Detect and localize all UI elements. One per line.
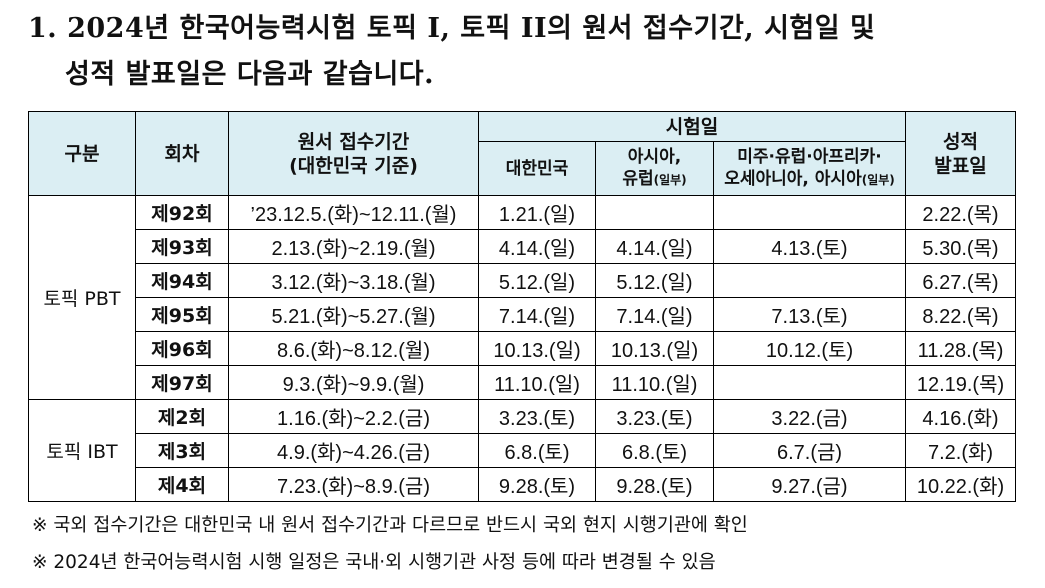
round-cell: 제92회	[135, 195, 229, 230]
exam-americas-cell: 10.12.(토)	[713, 331, 906, 366]
header-exam-day: 시험일	[478, 111, 906, 142]
exam-asia-europe-cell: 10.13.(일)	[595, 331, 714, 366]
table-header: 구분 회차 원서 접수기간 (대한민국 기준) 시험일 성적 발표일 대한민국 …	[28, 111, 1016, 196]
header-result-line-1: 성적	[943, 130, 978, 153]
header-application-line-1: 원서 접수기간	[297, 130, 410, 153]
header-result-date: 성적 발표일	[905, 111, 1016, 196]
exam-americas-cell	[713, 195, 906, 230]
exam-asia-europe-cell: 9.28.(토)	[595, 467, 714, 502]
exam-korea-cell: 11.10.(일)	[478, 365, 596, 400]
result-date-cell: 11.28.(목)	[905, 331, 1016, 366]
round-cell: 제2회	[135, 399, 229, 434]
header-americas-line-1: 미주·유럽·아프리카·	[737, 147, 882, 167]
exam-americas-cell	[713, 263, 906, 298]
exam-asia-europe-cell: 3.23.(토)	[595, 399, 714, 434]
group-label: 토픽 PBT	[28, 195, 136, 400]
table-row: 제97회 9.3.(화)~9.9.(월) 11.10.(일) 11.10.(일) 12.…	[29, 365, 1016, 400]
exam-asia-europe-cell: 6.8.(토)	[595, 433, 714, 468]
table-row: 제93회 2.13.(화)~2.19.(월) 4.14.(일) 4.14.(일) 4.1…	[29, 229, 1016, 264]
exam-asia-europe-cell: 5.12.(일)	[595, 263, 714, 298]
application-period-cell: 7.23.(화)~8.9.(금)	[228, 467, 479, 502]
header-asia-europe-line-1: 아시아,	[627, 147, 682, 167]
application-period-cell: 5.21.(화)~5.27.(월)	[228, 297, 479, 332]
application-period-cell: 9.3.(화)~9.9.(월)	[228, 365, 479, 400]
header-asia-europe: 아시아, 유럽(일부)	[595, 141, 714, 196]
result-date-cell: 6.27.(목)	[905, 263, 1016, 298]
exam-americas-cell: 3.22.(금)	[713, 399, 906, 434]
exam-asia-europe-cell	[595, 195, 714, 230]
round-cell: 제3회	[135, 433, 229, 468]
exam-americas-cell: 4.13.(토)	[713, 229, 906, 264]
schedule-table: 구분 회차 원서 접수기간 (대한민국 기준) 시험일 성적 발표일 대한민국 …	[28, 111, 1016, 502]
table-row: 제96회 8.6.(화)~8.12.(월) 10.13.(일) 10.13.(일) 10…	[29, 331, 1016, 366]
result-date-cell: 12.19.(목)	[905, 365, 1016, 400]
header-application-period: 원서 접수기간 (대한민국 기준)	[228, 111, 479, 196]
exam-korea-cell: 3.23.(토)	[478, 399, 596, 434]
exam-americas-cell: 6.7.(금)	[713, 433, 906, 468]
heading-line-1: 1. 2024년 한국어능력시험 토픽 I, 토픽 II의 원서 접수기간, 시…	[28, 13, 876, 44]
result-date-cell: 7.2.(화)	[905, 433, 1016, 468]
notes: ※ 국외 접수기간은 대한민국 내 원서 접수기간과 다르므로 반드시 국외 현…	[32, 507, 1032, 581]
group-label: 토픽 IBT	[28, 399, 136, 502]
header-korea: 대한민국	[478, 141, 596, 196]
result-date-cell: 8.22.(목)	[905, 297, 1016, 332]
result-date-cell: 10.22.(화)	[905, 467, 1016, 502]
exam-americas-cell	[713, 365, 906, 400]
table-row: 제4회 7.23.(화)~8.9.(금) 9.28.(토) 9.28.(토) 9.27.…	[29, 467, 1016, 502]
exam-asia-europe-cell: 11.10.(일)	[595, 365, 714, 400]
exam-korea-cell: 10.13.(일)	[478, 331, 596, 366]
application-period-cell: 3.12.(화)~3.18.(월)	[228, 263, 479, 298]
exam-korea-cell: 7.14.(일)	[478, 297, 596, 332]
table-row: 제94회 3.12.(화)~3.18.(월) 5.12.(일) 5.12.(일) 6.2…	[29, 263, 1016, 298]
header-category: 구분	[28, 111, 136, 196]
result-date-cell: 2.22.(목)	[905, 195, 1016, 230]
heading-line-2: 성적 발표일은 다음과 같습니다.	[65, 59, 435, 90]
exam-korea-cell: 1.21.(일)	[478, 195, 596, 230]
exam-asia-europe-cell: 4.14.(일)	[595, 229, 714, 264]
header-americas-line-2: 오세아니아, 아시아(일부)	[724, 169, 895, 189]
application-period-cell: 8.6.(화)~8.12.(월)	[228, 331, 479, 366]
exam-korea-cell: 9.28.(토)	[478, 467, 596, 502]
application-period-cell: ’23.12.5.(화)~12.11.(월)	[228, 195, 479, 230]
page-heading: 1. 2024년 한국어능력시험 토픽 I, 토픽 II의 원서 접수기간, 시…	[28, 6, 1028, 98]
table-body: 토픽 PBT 제92회 ’23.12.5.(화)~12.11.(월) 1.21.(일)…	[28, 195, 1016, 502]
round-cell: 제94회	[135, 263, 229, 298]
result-date-cell: 5.30.(목)	[905, 229, 1016, 264]
exam-americas-cell: 7.13.(토)	[713, 297, 906, 332]
header-americas: 미주·유럽·아프리카· 오세아니아, 아시아(일부)	[713, 141, 906, 196]
note-1: ※ 국외 접수기간은 대한민국 내 원서 접수기간과 다르므로 반드시 국외 현…	[32, 515, 748, 536]
exam-korea-cell: 4.14.(일)	[478, 229, 596, 264]
round-cell: 제4회	[135, 467, 229, 502]
header-application-line-2: (대한민국 기준)	[289, 154, 418, 177]
table-row: 토픽 PBT 제92회 ’23.12.5.(화)~12.11.(월) 1.21.(일)…	[28, 195, 1016, 400]
exam-korea-cell: 5.12.(일)	[478, 263, 596, 298]
result-date-cell: 4.16.(화)	[905, 399, 1016, 434]
table-row: 토픽 IBT 제2회 1.16.(화)~2.2.(금) 3.23.(토) 3.23.(토…	[28, 399, 1016, 502]
round-cell: 제93회	[135, 229, 229, 264]
application-period-cell: 4.9.(화)~4.26.(금)	[228, 433, 479, 468]
exam-asia-europe-cell: 7.14.(일)	[595, 297, 714, 332]
exam-korea-cell: 6.8.(토)	[478, 433, 596, 468]
round-cell: 제95회	[135, 297, 229, 332]
round-cell: 제97회	[135, 365, 229, 400]
exam-americas-cell: 9.27.(금)	[713, 467, 906, 502]
application-period-cell: 1.16.(화)~2.2.(금)	[228, 399, 479, 434]
header-result-line-2: 발표일	[934, 154, 987, 177]
table-row: 제3회 4.9.(화)~4.26.(금) 6.8.(토) 6.8.(토) 6.7.(금)…	[29, 433, 1016, 468]
application-period-cell: 2.13.(화)~2.19.(월)	[228, 229, 479, 264]
note-2: ※ 2024년 한국어능력시험 시행 일정은 국내·외 시행기관 사정 등에 따…	[32, 552, 716, 573]
round-cell: 제96회	[135, 331, 229, 366]
header-asia-europe-line-2: 유럽(일부)	[622, 169, 687, 189]
header-round: 회차	[135, 111, 229, 196]
table-row: 제95회 5.21.(화)~5.27.(월) 7.14.(일) 7.14.(일) 7.1…	[29, 297, 1016, 332]
